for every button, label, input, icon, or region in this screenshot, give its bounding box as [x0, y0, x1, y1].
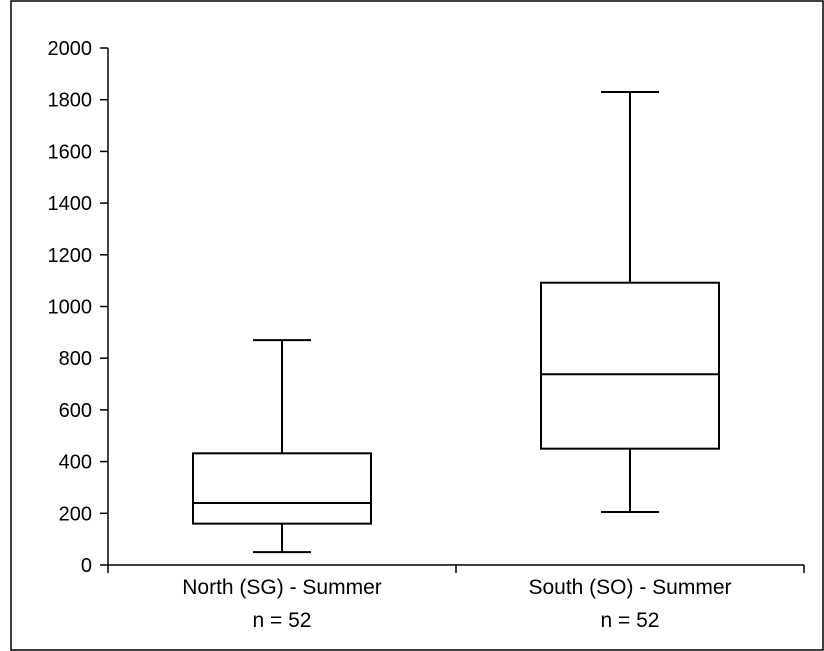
sample-size-label: n = 52	[601, 609, 660, 632]
y-tick-label: 1000	[48, 297, 93, 319]
y-axis: 0 200 400 600 800 1000 1200 1400 1600 1800 2000	[48, 38, 109, 577]
y-tick-label: 2000	[48, 38, 93, 60]
boxes	[192, 90, 720, 554]
y-tick-label: 400	[59, 452, 92, 474]
y-tick-label: 800	[59, 348, 92, 370]
y-tick-label: 1600	[48, 141, 93, 163]
category-label: North (SG) - Summer	[182, 576, 382, 599]
x-axis: North (SG) - Summer n = 52 South (SO) - Su…	[107, 564, 805, 632]
y-tick-label: 200	[59, 503, 92, 525]
iqr-box	[540, 281, 720, 450]
y-tick-label: 1400	[48, 193, 93, 215]
y-tick-label: 600	[59, 400, 92, 422]
category-label: South (SO) - Summer	[528, 576, 731, 599]
y-tick-label: 1200	[48, 245, 93, 267]
y-tick-label: 1800	[48, 90, 93, 112]
chart-frame	[10, 0, 824, 651]
y-tick-label: 0	[81, 555, 92, 577]
sample-size-label: n = 52	[253, 609, 312, 632]
iqr-box	[192, 452, 372, 525]
